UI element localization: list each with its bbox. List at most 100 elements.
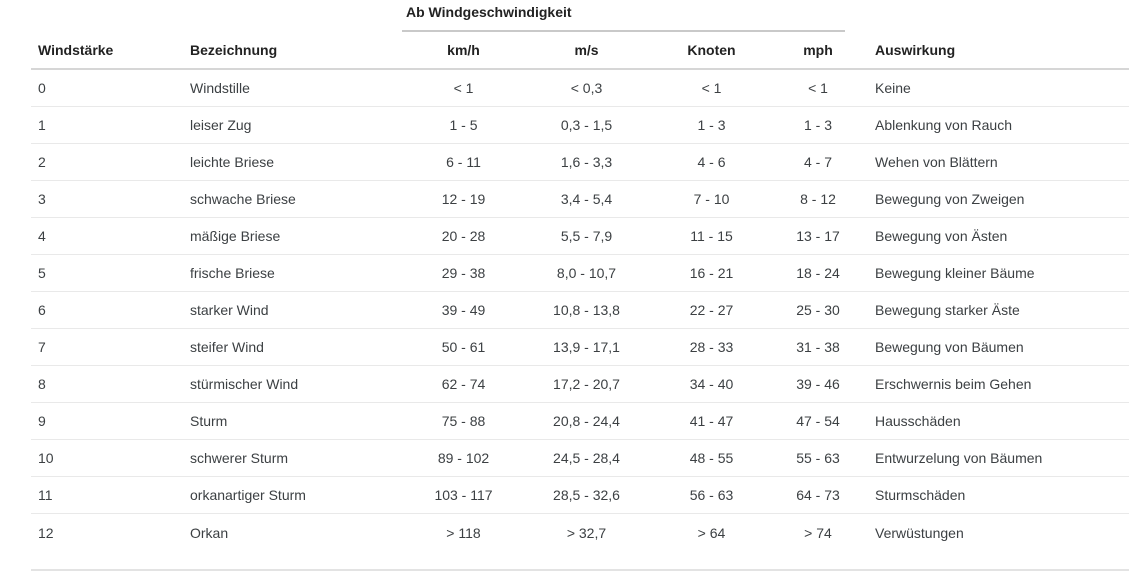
- cell-ms: 5,5 - 7,9: [560, 228, 613, 244]
- table-row-10: 10 schwerer Sturm 89 - 102 24,5 - 28,4 48 - …: [31, 440, 1129, 477]
- table-row-11: 11 orkanartiger Sturm 103 - 117 28,5 - 32,6…: [31, 477, 1129, 514]
- speed-group-band: Ab Windgeschwindigkeit: [31, 0, 1129, 32]
- column-header-ms: m/s: [574, 42, 599, 58]
- cell-ms: 24,5 - 28,4: [553, 450, 620, 466]
- table-body: 0 Windstille < 1 < 0,3 < 1 < 1 Keine 1 leiser Zu…: [31, 70, 1129, 551]
- cell-bezeichnung: steifer Wind: [190, 339, 264, 355]
- cell-kmh: 1 - 5: [449, 117, 478, 133]
- table-row-8: 8 stürmischer Wind 62 - 74 17,2 - 20,7 34 - …: [31, 366, 1129, 403]
- cell-knoten: 11 - 15: [690, 228, 733, 244]
- cell-mph: 18 - 24: [796, 265, 840, 281]
- cell-mph: 13 - 17: [796, 228, 840, 244]
- cell-auswirkung: Bewegung starker Äste: [875, 302, 1020, 318]
- cell-kmh: 50 - 61: [441, 339, 486, 355]
- column-header-auswirkung: Auswirkung: [875, 42, 956, 58]
- cell-windstaerke: 11: [38, 487, 53, 503]
- cell-knoten: 1 - 3: [697, 117, 726, 133]
- cell-ms: 1,6 - 3,3: [560, 154, 613, 170]
- speed-group-underline: [402, 30, 845, 32]
- cell-ms: 28,5 - 32,6: [553, 487, 620, 503]
- cell-ms: 10,8 - 13,8: [553, 302, 620, 318]
- cell-auswirkung: Verwüstungen: [875, 524, 964, 541]
- cell-bezeichnung: schwache Briese: [190, 191, 296, 207]
- cell-bezeichnung: starker Wind: [190, 302, 269, 318]
- cell-windstaerke: 6: [38, 302, 46, 318]
- cell-bezeichnung: Sturm: [190, 413, 228, 429]
- cell-knoten: 48 - 55: [689, 450, 734, 466]
- cell-bezeichnung: stürmischer Wind: [190, 376, 299, 392]
- cell-windstaerke: 9: [38, 413, 46, 429]
- cell-ms: 20,8 - 24,4: [553, 413, 620, 429]
- cell-mph: 25 - 30: [796, 302, 840, 318]
- table-row-1: 1 leiser Zug 1 - 5 0,3 - 1,5 1 - 3 1 - 3 Ablen…: [31, 107, 1129, 144]
- cell-auswirkung: Keine: [875, 80, 911, 96]
- cell-mph: 4 - 7: [803, 154, 832, 170]
- cell-auswirkung: Bewegung von Zweigen: [875, 191, 1025, 207]
- cell-bezeichnung: schwerer Sturm: [190, 450, 289, 466]
- cell-kmh: 29 - 38: [441, 265, 486, 281]
- column-header-kmh: km/h: [447, 42, 480, 58]
- cell-windstaerke: 8: [38, 376, 46, 392]
- cell-mph: 1 - 3: [803, 117, 832, 133]
- cell-auswirkung: Sturmschäden: [875, 487, 966, 503]
- cell-mph: 39 - 46: [796, 376, 840, 392]
- speed-group-header: Ab Windgeschwindigkeit: [406, 4, 572, 20]
- cell-knoten: 22 - 27: [689, 302, 734, 318]
- cell-kmh: 12 - 19: [441, 191, 486, 207]
- cell-auswirkung: Erschwernis beim Gehen: [875, 376, 1032, 392]
- cell-knoten: 7 - 10: [693, 191, 730, 207]
- cell-windstaerke: 5: [38, 265, 46, 281]
- cell-knoten: > 64: [697, 524, 726, 541]
- cell-mph: 55 - 63: [796, 450, 840, 466]
- cell-ms: 0,3 - 1,5: [560, 117, 613, 133]
- cell-auswirkung: Entwurzelung von Bäumen: [875, 450, 1043, 466]
- cell-windstaerke: 7: [38, 339, 46, 355]
- cell-bezeichnung: leichte Briese: [190, 154, 275, 170]
- cell-knoten: 4 - 6: [697, 154, 726, 170]
- cell-knoten: 34 - 40: [689, 376, 734, 392]
- cell-bezeichnung: leiser Zug: [190, 117, 252, 133]
- cell-auswirkung: Bewegung kleiner Bäume: [875, 265, 1035, 281]
- column-header-bezeichnung: Bezeichnung: [190, 42, 278, 58]
- cell-knoten: 56 - 63: [689, 487, 734, 503]
- beaufort-wind-table: Ab Windgeschwindigkeit Windstärke Bezeich…: [31, 0, 1129, 571]
- cell-ms: > 32,7: [566, 524, 607, 541]
- cell-knoten: 41 - 47: [689, 413, 734, 429]
- cell-mph: > 74: [804, 524, 832, 541]
- cell-kmh: 20 - 28: [441, 228, 486, 244]
- table-row-9: 9 Sturm 75 - 88 20,8 - 24,4 41 - 47 47 - 54 Ha…: [31, 403, 1129, 440]
- cell-kmh: < 1: [453, 80, 474, 96]
- table-bottom-border: [31, 569, 1129, 571]
- cell-ms: < 0,3: [570, 80, 603, 96]
- cell-windstaerke: 0: [38, 80, 46, 96]
- column-header-knoten: Knoten: [687, 42, 736, 58]
- cell-windstaerke: 12: [38, 524, 54, 541]
- cell-auswirkung: Bewegung von Bäumen: [875, 339, 1024, 355]
- cell-kmh: > 118: [446, 524, 481, 541]
- cell-kmh: 62 - 74: [441, 376, 486, 392]
- cell-ms: 3,4 - 5,4: [560, 191, 613, 207]
- cell-ms: 17,2 - 20,7: [553, 376, 620, 392]
- cell-windstaerke: 2: [38, 154, 46, 170]
- cell-mph: < 1: [808, 80, 828, 96]
- cell-auswirkung: Ablenkung von Rauch: [875, 117, 1012, 133]
- cell-windstaerke: 10: [38, 450, 54, 466]
- cell-bezeichnung: Orkan: [190, 524, 229, 541]
- table-row-6: 6 starker Wind 39 - 49 10,8 - 13,8 22 - 27 25…: [31, 292, 1129, 329]
- cell-ms: 8,0 - 10,7: [556, 265, 617, 281]
- cell-windstaerke: 4: [38, 228, 46, 244]
- cell-knoten: 16 - 21: [689, 265, 734, 281]
- table-row-3: 3 schwache Briese 12 - 19 3,4 - 5,4 7 - 10 8 …: [31, 181, 1129, 218]
- cell-auswirkung: Hausschäden: [875, 413, 961, 429]
- cell-kmh: 89 - 102: [437, 450, 490, 466]
- table-row-12: 12 Orkan > 118 > 32,7 > 64 > 74 Verwüstungen: [31, 514, 1129, 551]
- cell-mph: 47 - 54: [796, 413, 840, 429]
- cell-bezeichnung: Windstille: [190, 80, 250, 96]
- cell-bezeichnung: orkanartiger Sturm: [190, 487, 306, 503]
- table-row-0: 0 Windstille < 1 < 0,3 < 1 < 1 Keine: [31, 70, 1129, 107]
- column-header-mph: mph: [803, 42, 833, 58]
- cell-kmh: 6 - 11: [446, 154, 481, 170]
- cell-kmh: 103 - 117: [434, 487, 493, 503]
- cell-kmh: 39 - 49: [441, 302, 486, 318]
- cell-auswirkung: Bewegung von Ästen: [875, 228, 1008, 244]
